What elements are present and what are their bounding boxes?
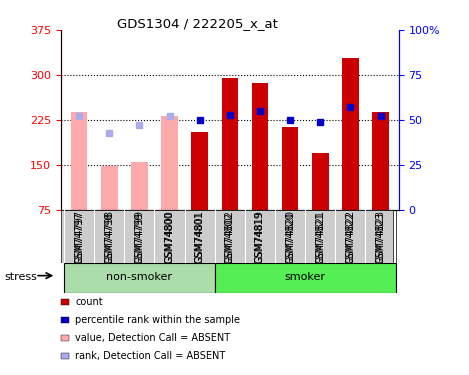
Bar xyxy=(101,166,118,210)
Text: value, Detection Call = ABSENT: value, Detection Call = ABSENT xyxy=(75,333,230,343)
Bar xyxy=(342,58,359,210)
Text: stress: stress xyxy=(5,272,38,282)
Text: GSM74821: GSM74821 xyxy=(315,211,325,265)
Text: GSM74800: GSM74800 xyxy=(165,211,174,264)
Text: GSM74800: GSM74800 xyxy=(165,210,174,263)
Bar xyxy=(312,153,329,210)
Bar xyxy=(161,116,178,210)
Bar xyxy=(191,132,208,210)
Bar xyxy=(221,78,238,210)
Text: GSM74819: GSM74819 xyxy=(255,211,265,264)
Text: GSM74819: GSM74819 xyxy=(255,210,265,263)
Text: count: count xyxy=(75,297,103,307)
Text: rank, Detection Call = ABSENT: rank, Detection Call = ABSENT xyxy=(75,351,225,361)
Text: GSM74799: GSM74799 xyxy=(134,210,144,263)
Bar xyxy=(282,127,298,210)
Bar xyxy=(372,112,389,210)
Text: percentile rank within the sample: percentile rank within the sample xyxy=(75,315,240,325)
Bar xyxy=(131,162,148,210)
Bar xyxy=(252,83,268,210)
Text: GSM74801: GSM74801 xyxy=(195,211,204,264)
Bar xyxy=(64,262,215,292)
Text: GSM74798: GSM74798 xyxy=(104,210,114,263)
Text: GSM74797: GSM74797 xyxy=(74,210,84,263)
Text: GSM74798: GSM74798 xyxy=(104,211,114,265)
Text: GSM74821: GSM74821 xyxy=(315,210,325,263)
Bar xyxy=(215,262,396,292)
Text: GDS1304 / 222205_x_at: GDS1304 / 222205_x_at xyxy=(116,17,278,30)
Text: GSM74822: GSM74822 xyxy=(345,210,356,263)
Text: smoker: smoker xyxy=(285,273,325,282)
Text: non-smoker: non-smoker xyxy=(106,273,173,282)
Bar xyxy=(71,112,87,210)
Text: GSM74802: GSM74802 xyxy=(225,210,235,263)
Text: GSM74802: GSM74802 xyxy=(225,211,235,265)
Text: GSM74801: GSM74801 xyxy=(195,210,204,263)
Text: GSM74797: GSM74797 xyxy=(74,211,84,265)
Text: GSM74823: GSM74823 xyxy=(376,210,386,263)
Text: GSM74820: GSM74820 xyxy=(285,210,295,263)
Text: GSM74799: GSM74799 xyxy=(134,211,144,265)
Text: GSM74823: GSM74823 xyxy=(376,211,386,265)
Text: GSM74822: GSM74822 xyxy=(345,211,356,265)
Text: GSM74820: GSM74820 xyxy=(285,211,295,265)
